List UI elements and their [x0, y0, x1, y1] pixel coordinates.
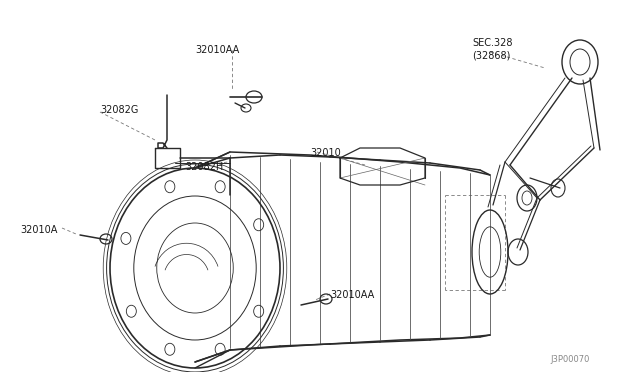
Text: J3P00070: J3P00070 — [550, 355, 590, 364]
Text: 32010AA: 32010AA — [195, 45, 239, 55]
Text: (32868): (32868) — [472, 50, 510, 60]
Text: 32010: 32010 — [310, 148, 340, 158]
Text: 32082G: 32082G — [100, 105, 138, 115]
Text: 32010AA: 32010AA — [330, 290, 374, 300]
Text: 32082H: 32082H — [185, 162, 223, 172]
Text: SEC.328: SEC.328 — [472, 38, 513, 48]
Text: 32010A: 32010A — [20, 225, 58, 235]
